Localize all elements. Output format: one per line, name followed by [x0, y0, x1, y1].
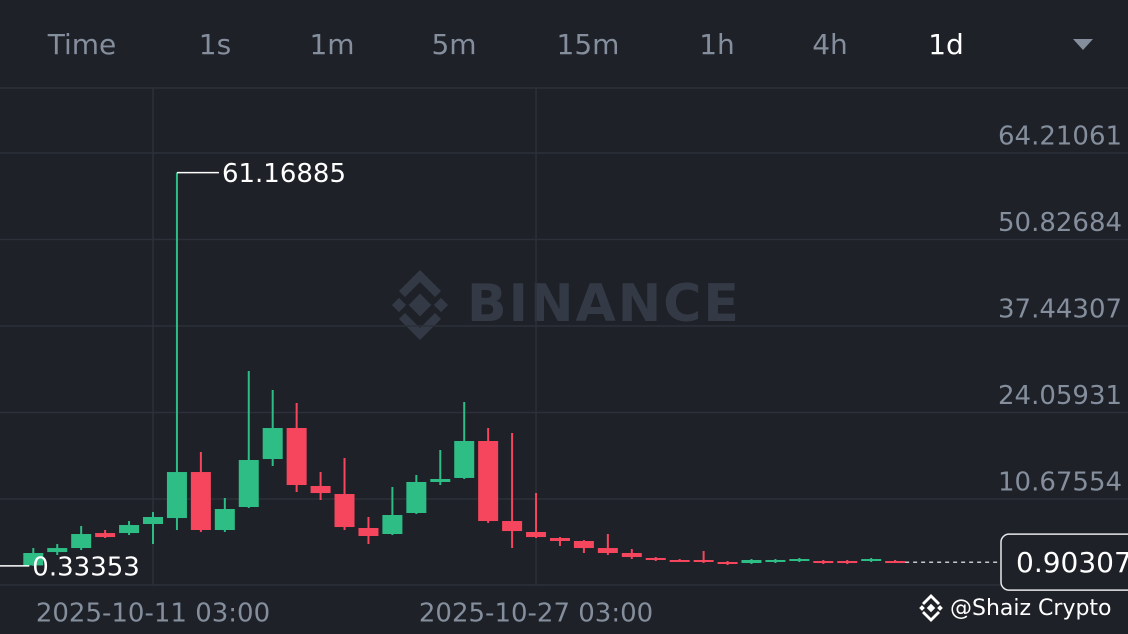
- candle-body: [310, 485, 331, 494]
- candle-body: [861, 559, 882, 562]
- tab[interactable]: 1s: [199, 28, 231, 61]
- x-tick-label: 2025-10-27 03:00: [419, 599, 653, 629]
- candle-body: [47, 548, 68, 553]
- candle-body: [813, 561, 834, 564]
- current-price: 0.90307: [1016, 546, 1128, 579]
- candle-body: [885, 561, 906, 564]
- tab[interactable]: 1d: [928, 28, 964, 61]
- tab[interactable]: 1h: [699, 28, 735, 61]
- watermark-text: BINANCE: [467, 274, 741, 334]
- tab[interactable]: 15m: [557, 28, 620, 61]
- candle-body: [382, 515, 403, 535]
- candle-body: [789, 559, 810, 562]
- candle-body: [669, 559, 690, 562]
- candle-body: [119, 525, 140, 534]
- watermark: BINANCE: [391, 270, 741, 340]
- candle-body: [502, 521, 523, 532]
- candle-body: [741, 559, 762, 564]
- tab[interactable]: 1m: [309, 28, 354, 61]
- candle-body: [406, 481, 427, 514]
- candle-body: [166, 472, 187, 519]
- candle-body: [478, 441, 499, 522]
- candle-body: [717, 561, 738, 564]
- candle-body: [573, 540, 594, 549]
- x-tick-label: 2025-10-11 03:00: [36, 599, 270, 629]
- y-tick-label: 37.44307: [998, 295, 1122, 325]
- tab[interactable]: 4h: [812, 28, 848, 61]
- candle-body: [549, 538, 570, 541]
- candle-body: [430, 479, 451, 482]
- candle-body: [95, 533, 116, 538]
- candle-body: [286, 428, 307, 486]
- dropdown-arrow[interactable]: [1073, 39, 1093, 50]
- candle-body: [765, 559, 786, 562]
- credit: @Shaiz Crypto: [950, 596, 1112, 621]
- candle-body: [71, 534, 92, 549]
- candle-body: [358, 527, 379, 537]
- candle-body: [621, 553, 642, 558]
- candle-body: [693, 559, 714, 562]
- candle-body: [526, 532, 547, 538]
- y-tick-label: 50.82684: [998, 208, 1122, 238]
- candle-body: [334, 494, 355, 528]
- tab[interactable]: Time: [47, 28, 117, 61]
- candle-body: [454, 441, 475, 478]
- y-tick-label: 64.21061: [998, 122, 1122, 152]
- candle-body: [214, 508, 235, 531]
- y-tick-label: 24.05931: [998, 381, 1122, 411]
- candle-body: [143, 517, 163, 524]
- candle-body: [23, 553, 44, 566]
- candle-body: [238, 460, 259, 507]
- candle-body: [837, 561, 858, 564]
- candle-body: [597, 548, 618, 554]
- min-label: 0.33353: [32, 552, 140, 582]
- y-tick-label: 10.67554: [998, 468, 1122, 498]
- max-label: 61.16885: [222, 159, 346, 189]
- candle-body: [645, 557, 666, 560]
- price-box: [1000, 533, 1128, 591]
- tab[interactable]: 5m: [431, 28, 476, 61]
- candle-body: [190, 472, 211, 531]
- candle-body: [262, 428, 283, 460]
